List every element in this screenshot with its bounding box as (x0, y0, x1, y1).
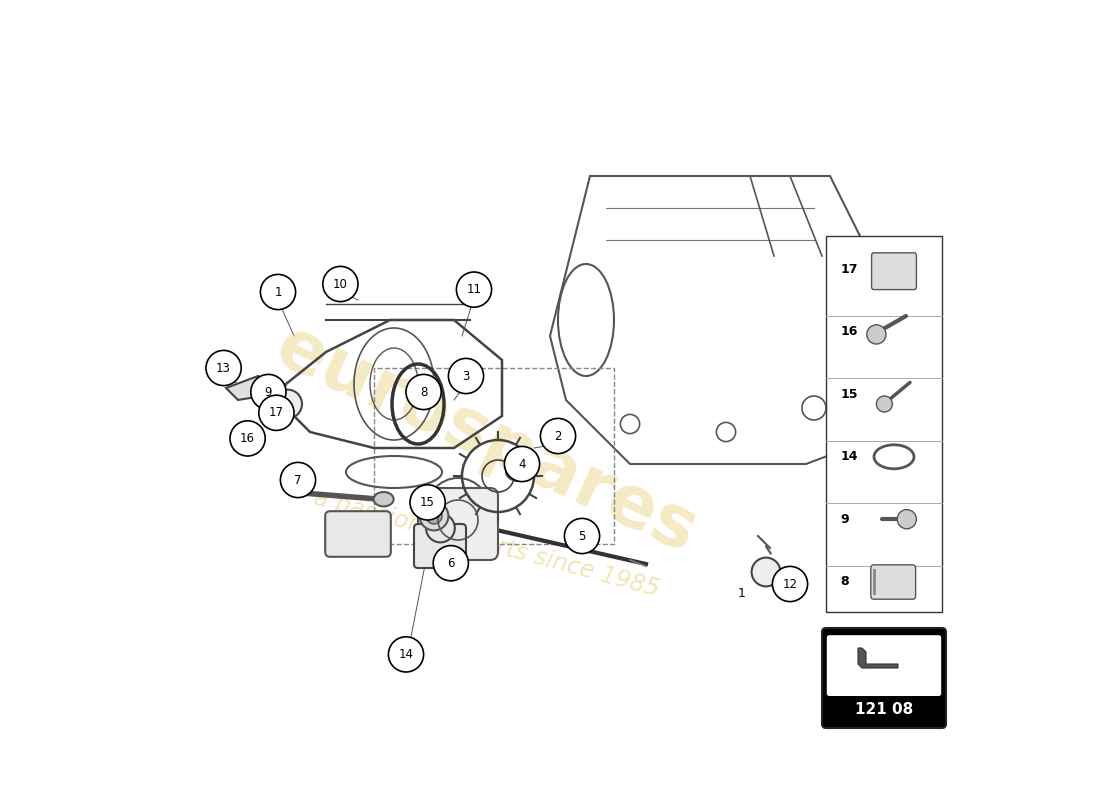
Bar (374, 368, 614, 544)
Text: 8: 8 (420, 386, 427, 398)
Circle shape (751, 558, 780, 586)
Circle shape (406, 374, 441, 410)
Circle shape (505, 446, 540, 482)
Text: 10: 10 (333, 278, 348, 290)
Bar (826, 236, 942, 612)
Text: 9: 9 (840, 513, 849, 526)
Circle shape (772, 566, 807, 602)
Ellipse shape (374, 492, 394, 506)
FancyBboxPatch shape (822, 628, 946, 728)
Circle shape (456, 272, 492, 307)
Circle shape (410, 485, 446, 520)
Circle shape (433, 546, 469, 581)
Circle shape (230, 421, 265, 456)
Circle shape (273, 390, 303, 418)
Text: 15: 15 (420, 496, 434, 509)
Circle shape (206, 350, 241, 386)
Circle shape (898, 510, 916, 529)
Circle shape (426, 508, 442, 524)
Text: 9: 9 (265, 386, 272, 398)
Text: 16: 16 (240, 432, 255, 445)
Text: 14: 14 (398, 648, 414, 661)
Text: 1: 1 (274, 286, 282, 298)
Circle shape (540, 418, 575, 454)
Text: 121 08: 121 08 (855, 702, 913, 717)
Text: 5: 5 (579, 530, 585, 542)
Text: eurospares: eurospares (264, 312, 707, 568)
Text: 7: 7 (295, 474, 301, 486)
FancyBboxPatch shape (414, 524, 466, 568)
FancyBboxPatch shape (871, 565, 915, 599)
Polygon shape (226, 376, 274, 400)
Circle shape (261, 274, 296, 310)
FancyBboxPatch shape (827, 635, 942, 696)
Polygon shape (858, 648, 898, 668)
Circle shape (322, 266, 358, 302)
Text: 14: 14 (840, 450, 858, 463)
FancyBboxPatch shape (871, 253, 916, 290)
Text: 6: 6 (447, 557, 454, 570)
Circle shape (867, 325, 886, 344)
Text: 3: 3 (462, 370, 470, 382)
FancyBboxPatch shape (418, 488, 498, 560)
Text: 16: 16 (840, 326, 858, 338)
Text: 17: 17 (840, 263, 858, 276)
Text: 2: 2 (554, 430, 562, 442)
Circle shape (251, 374, 286, 410)
Text: 8: 8 (840, 575, 849, 588)
Text: 4: 4 (518, 458, 526, 470)
FancyBboxPatch shape (326, 511, 390, 557)
Circle shape (426, 514, 454, 542)
Text: 12: 12 (782, 578, 797, 590)
Circle shape (419, 502, 449, 530)
Text: 13: 13 (217, 362, 231, 374)
Circle shape (449, 358, 484, 394)
Circle shape (258, 395, 294, 430)
Text: 1: 1 (738, 587, 746, 600)
Text: a passion for parts since 1985: a passion for parts since 1985 (310, 486, 661, 602)
Text: 11: 11 (466, 283, 482, 296)
Text: 15: 15 (840, 388, 858, 401)
Circle shape (388, 637, 424, 672)
Circle shape (564, 518, 600, 554)
Circle shape (280, 462, 316, 498)
Text: 17: 17 (268, 406, 284, 419)
Circle shape (877, 396, 892, 412)
